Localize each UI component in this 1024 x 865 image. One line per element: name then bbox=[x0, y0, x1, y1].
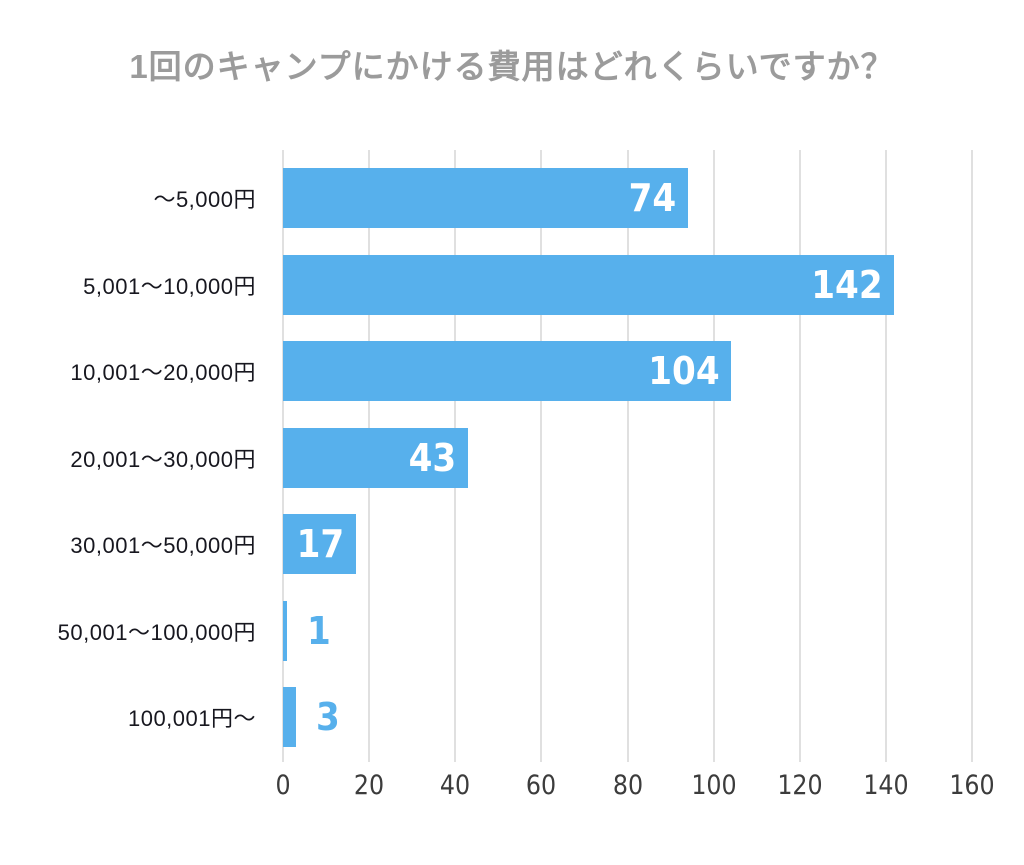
bar-row: ～5,000円 74 bbox=[0, 168, 1024, 228]
bar-value-label: 142 bbox=[811, 262, 883, 307]
bar: 142 bbox=[283, 254, 895, 315]
category-label: 30,001～50,000円 bbox=[70, 533, 256, 558]
bar-row: 50,001～100,000円 1 bbox=[0, 600, 1024, 661]
x-tick-label: 140 bbox=[863, 770, 909, 801]
bar-track: 17 bbox=[283, 514, 972, 574]
bar bbox=[283, 687, 296, 747]
category-label: 50,001～100,000円 bbox=[57, 619, 256, 645]
bar: 17 bbox=[283, 514, 357, 574]
bar-value-label: 3 bbox=[315, 695, 340, 739]
category-label: 10,001～20,000円 bbox=[70, 360, 256, 385]
bar-track: 3 bbox=[283, 687, 972, 747]
bar bbox=[283, 600, 288, 661]
x-tick-label: 40 bbox=[440, 770, 471, 801]
gridline bbox=[540, 150, 543, 762]
category-label: ～5,000円 bbox=[153, 187, 256, 212]
chart-title: 1回のキャンプにかける費用はどれくらいですか？ bbox=[129, 48, 895, 85]
x-tick-label: 120 bbox=[777, 770, 823, 801]
bar: 74 bbox=[283, 168, 688, 228]
bar-row: 20,001～30,000円 43 bbox=[0, 427, 1024, 488]
bar-track: 74 bbox=[283, 168, 972, 228]
bar-track: 142 bbox=[283, 254, 972, 315]
bar-row: 5,001～10,000円 142 bbox=[0, 254, 1024, 315]
gridline bbox=[971, 150, 973, 762]
gridline bbox=[712, 150, 715, 762]
bar-row: 100,001円～ 3 bbox=[0, 687, 1024, 747]
gridline bbox=[884, 150, 887, 762]
x-tick-label: 100 bbox=[690, 770, 737, 801]
bar-value-label: 74 bbox=[628, 176, 677, 220]
gridline bbox=[626, 150, 629, 762]
bar-track: 104 bbox=[283, 341, 972, 401]
gridline bbox=[798, 150, 801, 762]
bar-row: 30,001～50,000円 17 bbox=[0, 514, 1024, 574]
bar-value-label: 1 bbox=[307, 608, 332, 653]
x-tick-label: 60 bbox=[526, 770, 557, 801]
category-label: 100,001円～ bbox=[127, 706, 256, 731]
x-tick-label: 80 bbox=[612, 770, 643, 801]
bar-value-label: 17 bbox=[296, 522, 345, 566]
bar-value-label: 43 bbox=[408, 435, 457, 480]
bar: 104 bbox=[283, 341, 731, 401]
bar-value-label: 104 bbox=[647, 349, 720, 393]
x-axis: 0 20 40 60 80 100 120 140 160 bbox=[275, 770, 994, 810]
bar-row: 10,001～20,000円 104 bbox=[0, 341, 1024, 401]
x-tick-label: 160 bbox=[949, 770, 995, 801]
rows-layer: ～5,000円 74 5,001～10,000円 142 10,001～20,000円 1… bbox=[0, 168, 1024, 747]
x-tick-label: 0 bbox=[275, 770, 291, 801]
x-tick-label: 20 bbox=[354, 770, 385, 801]
bar: 43 bbox=[283, 427, 469, 488]
bar-track: 43 bbox=[283, 427, 972, 488]
category-label: 5,001～10,000円 bbox=[83, 273, 256, 299]
bar-track: 1 bbox=[283, 600, 972, 661]
category-label: 20,001～30,000円 bbox=[70, 446, 256, 472]
